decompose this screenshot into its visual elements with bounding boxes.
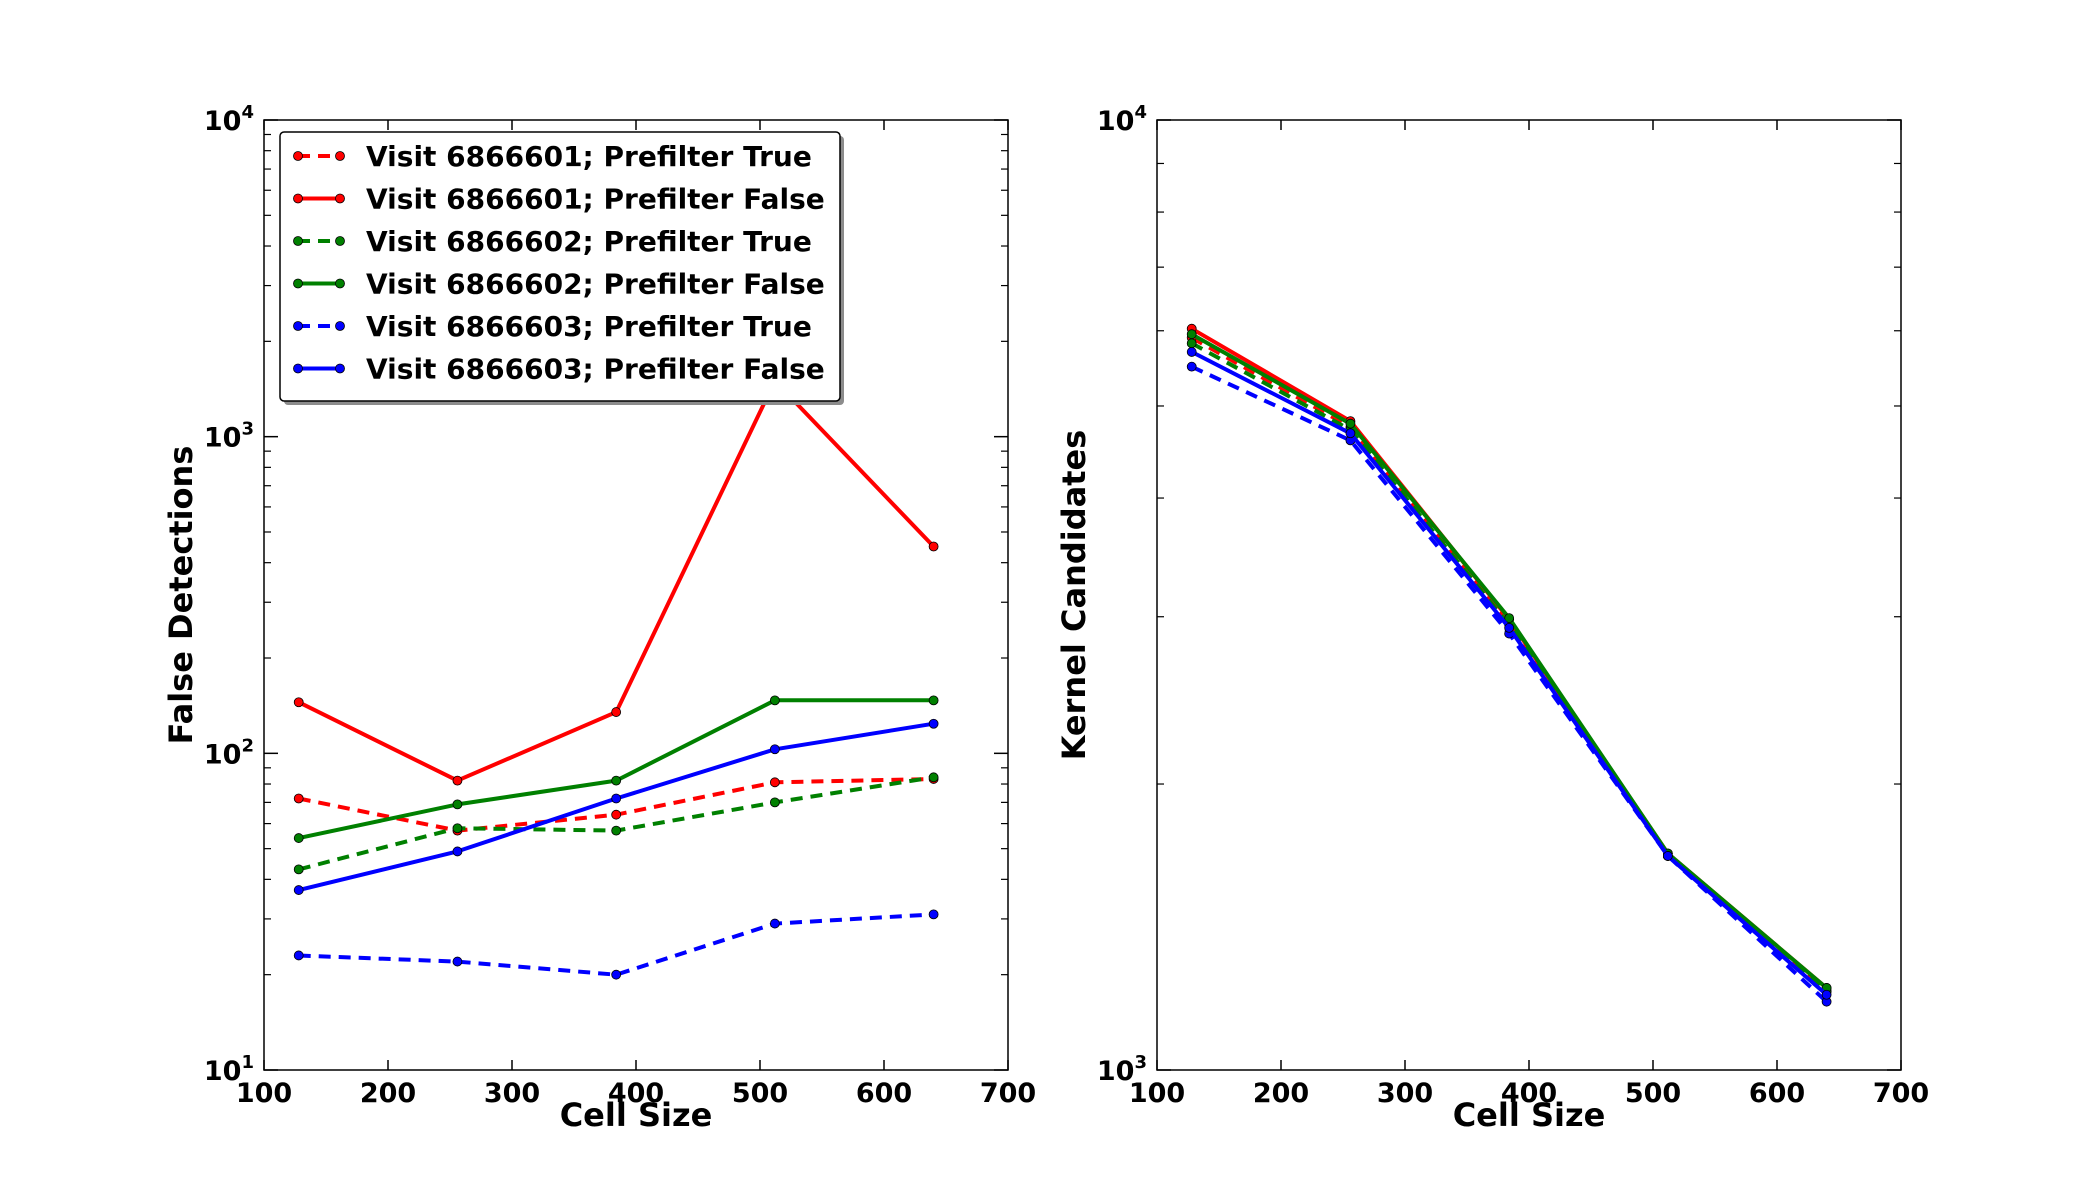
x-tick-label: 500 [1625, 1078, 1681, 1109]
legend-label: Visit 6866603; Prefilter False [366, 353, 825, 386]
data-point [769, 744, 780, 755]
data-point [1186, 338, 1197, 349]
y-tick-label: 101 [204, 1052, 254, 1087]
data-point [452, 846, 463, 857]
y-tick-label: 103 [1097, 1052, 1147, 1087]
data-point [611, 775, 622, 786]
data-point [611, 825, 622, 836]
data-point [293, 950, 304, 961]
data-point [1186, 347, 1197, 357]
legend-marker [293, 363, 303, 374]
x-tick-label: 700 [980, 1078, 1036, 1109]
y-axis-label: False Detections [162, 446, 200, 745]
y-tick-label: 104 [1097, 102, 1147, 137]
legend-label: Visit 6866602; Prefilter True [366, 225, 812, 258]
data-point [1504, 622, 1515, 633]
data-point [769, 777, 780, 788]
legend-marker [335, 151, 345, 161]
x-tick-label: 400 [608, 1078, 664, 1109]
data-point [611, 707, 622, 717]
data-point [1186, 361, 1197, 372]
legend-marker [293, 151, 303, 161]
data-point [928, 541, 939, 552]
legend-marker [293, 193, 303, 204]
data-point [1186, 329, 1197, 340]
y-tick-label: 102 [204, 735, 254, 770]
data-point [293, 697, 304, 708]
x-tick-label: 600 [856, 1078, 912, 1109]
left-panel: 100 200 300 400 500 600 700 101 102 103 104 Cell Si… [162, 102, 1036, 1134]
data-point [293, 833, 304, 843]
x-tick-label: 300 [1377, 1078, 1433, 1109]
data-point [769, 797, 780, 808]
data-point [928, 909, 939, 920]
legend-marker [293, 278, 303, 289]
legend-marker [335, 278, 345, 289]
y-tick-label: 103 [204, 419, 254, 454]
series-line [298, 912, 934, 977]
x-tick-label: 300 [484, 1078, 540, 1109]
data-point [293, 793, 304, 804]
y-axis-label: Kernel Candidates [1055, 430, 1093, 761]
legend-label: Visit 6866602; Prefilter False [366, 268, 825, 301]
legend-label: Visit 6866601; Prefilter False [366, 183, 825, 216]
legend-marker [293, 236, 303, 246]
legend-marker [293, 321, 303, 331]
data-point [1504, 613, 1515, 624]
data-point [928, 772, 939, 783]
legend-label: Visit 6866603; Prefilter True [366, 310, 812, 343]
x-tick-label: 600 [1749, 1078, 1805, 1109]
data-point [928, 718, 939, 729]
legend-marker [335, 321, 345, 331]
data-point [293, 864, 304, 875]
data-point [452, 775, 463, 786]
data-point [769, 918, 780, 929]
data-point [1821, 989, 1832, 1000]
legend-marker [335, 193, 345, 204]
y-tick-label: 104 [204, 102, 254, 137]
x-tick-label: 400 [1501, 1078, 1557, 1109]
x-axis-label: Cell Size [560, 1096, 713, 1134]
x-tick-label: 200 [1253, 1078, 1309, 1109]
data-point [928, 695, 939, 706]
x-tick-label: 700 [1873, 1078, 1929, 1109]
data-point [452, 823, 463, 834]
data-point [1345, 428, 1356, 439]
legend: Visit 6866601; Prefilter True Visit 68666… [279, 131, 844, 405]
x-tick-label: 100 [1129, 1078, 1185, 1109]
x-tick-label: 500 [732, 1078, 788, 1109]
data-point [1345, 418, 1356, 429]
x-axis-label: Cell Size [1453, 1096, 1606, 1134]
data-point [611, 969, 622, 980]
right-panel: 100 200 300 400 500 600 700 103 104 Cell Size Kern… [1055, 102, 1929, 1134]
data-point [611, 793, 622, 804]
plot-frame [1156, 119, 1902, 1071]
legend-label: Visit 6866601; Prefilter True [366, 140, 812, 173]
data-point [452, 799, 463, 810]
legend-box [279, 131, 841, 402]
legend-marker [335, 236, 345, 246]
data-point [769, 695, 780, 706]
legend-marker [335, 363, 345, 374]
x-tick-label: 200 [360, 1078, 416, 1109]
data-point [1662, 851, 1673, 861]
data-point [611, 809, 622, 820]
data-point [293, 885, 304, 895]
data-point [452, 956, 463, 967]
x-tick-label: 100 [236, 1078, 292, 1109]
